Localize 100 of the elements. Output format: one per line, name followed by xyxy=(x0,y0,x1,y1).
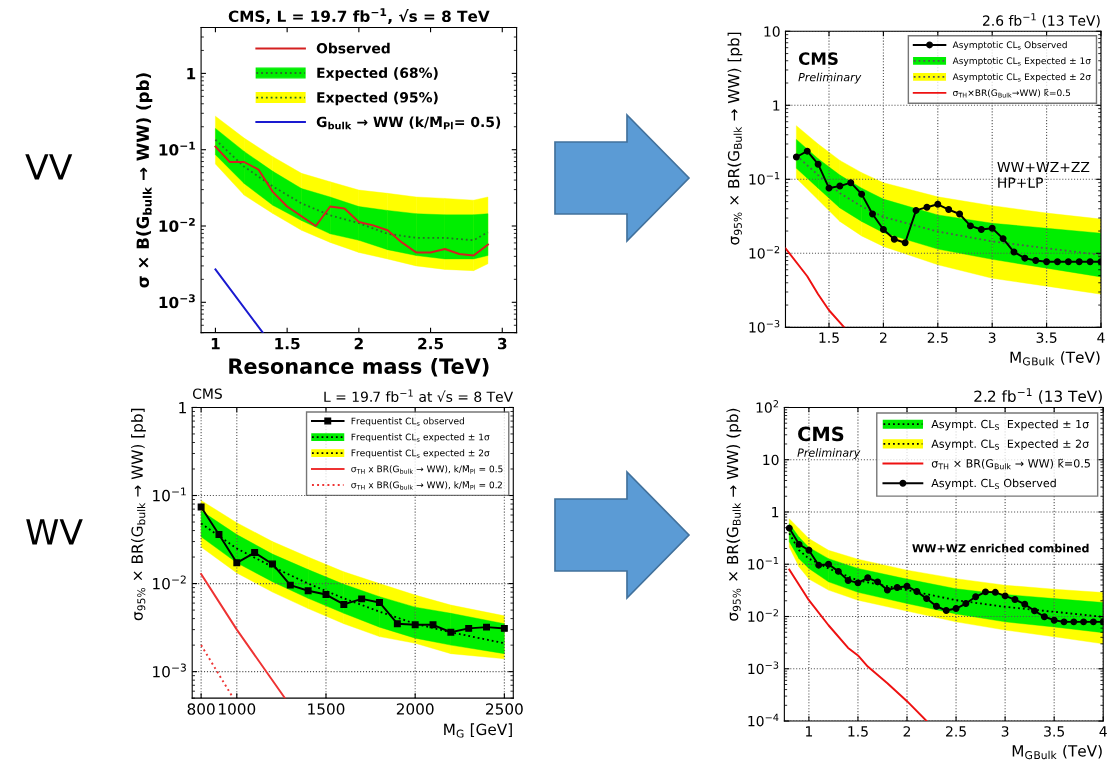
point xyxy=(982,588,989,596)
x-tick-label: 3 xyxy=(1001,726,1009,737)
point xyxy=(1054,258,1061,266)
x-tick-label: 2 xyxy=(354,337,363,350)
point xyxy=(962,600,970,608)
point xyxy=(1032,257,1040,264)
point xyxy=(923,203,931,211)
x-tick-label: 1 xyxy=(211,338,220,350)
point xyxy=(1011,596,1019,604)
x-tick-label: 2.5 xyxy=(946,726,966,737)
chart-title: 2.2 fb$^{−1}$ (13 TeV) xyxy=(974,388,1102,404)
x-tick-label: 800 xyxy=(187,703,215,715)
y-tick-label: 10 xyxy=(764,26,780,37)
x-tick-label: 1 xyxy=(806,726,813,737)
point xyxy=(304,587,312,595)
point xyxy=(792,153,800,161)
point xyxy=(972,593,980,601)
y-tick-label: 1 xyxy=(179,402,186,414)
point xyxy=(903,582,911,590)
line-series xyxy=(785,247,846,328)
x-tick-label: 1.5 xyxy=(848,726,868,737)
point xyxy=(836,182,844,190)
y-tick-label: 1 xyxy=(773,100,780,111)
x-tick-label: 2.5 xyxy=(927,332,948,343)
y-axis-title: σ$_{95%}$ × BR(G$_{Bulk}$ → WW) (pb) xyxy=(726,408,742,621)
point xyxy=(411,621,419,629)
y-tick-label: 10 xyxy=(763,454,779,466)
point xyxy=(197,503,205,511)
y-tick-label: 10$^{−1}$ xyxy=(159,141,195,156)
y-tick-label: 1 xyxy=(187,68,196,80)
point xyxy=(1064,258,1072,266)
point xyxy=(215,531,223,539)
legend-label: σ$_{TH}$ x BR(G$_{bulk}$ → WW), k/M̄$_{Pl}$ = 0.5 xyxy=(351,465,503,474)
point xyxy=(854,579,862,587)
y-tick-label: 10$^{−2}$ xyxy=(159,217,195,232)
point xyxy=(991,588,999,596)
point xyxy=(912,206,920,214)
point xyxy=(844,576,852,584)
point xyxy=(483,623,490,631)
point xyxy=(268,560,276,568)
point xyxy=(500,624,508,632)
line-series xyxy=(788,568,928,722)
point xyxy=(923,595,931,603)
text: CMS xyxy=(192,388,222,399)
x-tick-label: 4 xyxy=(1099,726,1107,737)
y-tick-label: 10$^{−1}$ xyxy=(749,172,780,185)
point xyxy=(893,583,901,591)
line-series xyxy=(200,573,286,699)
x-tick-label: 1.5 xyxy=(819,332,839,343)
point xyxy=(890,235,898,243)
point xyxy=(956,210,964,218)
point xyxy=(1043,258,1051,266)
point xyxy=(358,595,366,603)
point xyxy=(1040,613,1048,621)
x-axis-title: M$_{GBulk}$ (TeV) xyxy=(1010,351,1100,366)
point xyxy=(1001,592,1009,600)
chart-title: CMS, L = 19.7 fb$^{−1}$, √s = 8 TeV xyxy=(228,8,490,24)
y-tick-label: 10$^{−2}$ xyxy=(748,609,779,622)
x-tick-label: 3 xyxy=(497,337,507,350)
legend-label: Asymptotic CL$_{s}$ Observed xyxy=(952,41,1067,50)
point xyxy=(429,621,437,629)
legend-label: Frequentist CL$_{s}$ expected ± 1σ xyxy=(351,433,490,443)
legend-label: Expected (68%) xyxy=(317,67,438,81)
line-series xyxy=(214,145,489,257)
point xyxy=(1070,618,1078,626)
point xyxy=(901,239,909,247)
annotation: CMS xyxy=(798,426,844,442)
point xyxy=(1050,616,1058,624)
point xyxy=(942,607,950,615)
legend-label: σ$_{TH}$×BR(G$_{Bulk}$→WW) k̃=0.5 xyxy=(953,88,1071,98)
point xyxy=(869,210,876,218)
point xyxy=(233,559,241,567)
annotation: WW+WZ+ZZ HP+LP xyxy=(997,161,1090,188)
point xyxy=(286,581,294,589)
point xyxy=(340,600,348,608)
point xyxy=(858,190,866,198)
y-tick-label: 10$^{−3}$ xyxy=(159,294,195,309)
point xyxy=(934,200,942,208)
annotation: WW+WZ enriched combined xyxy=(912,543,1089,553)
legend-label: Asymptotic CL$_{s}$ Expected ± 2σ xyxy=(952,73,1091,82)
point xyxy=(815,561,823,569)
legend-label: Asympt. CL$_{S}$ Observed xyxy=(931,478,1056,490)
y-tick-label: 1 xyxy=(772,507,779,518)
point xyxy=(847,179,855,187)
x-tick-label: 1500 xyxy=(308,703,345,715)
x-tick-label: 4 xyxy=(1097,332,1105,343)
point xyxy=(251,549,259,557)
legend-label: Asympt. CL$_{S}$ Expected ± 2σ xyxy=(931,439,1089,451)
y-tick-label: 10$^{−1}$ xyxy=(748,557,779,570)
y-tick-label: 10$^{−3}$ xyxy=(749,319,780,333)
x-tick-label: 2000 xyxy=(396,703,434,715)
point xyxy=(1031,607,1039,615)
legend-label: Asympt. CL$_{S}$ Expected ± 1σ xyxy=(931,419,1089,431)
point xyxy=(465,624,473,632)
chart-title: L = 19.7 fb$^{−1}$ at √s = 8 TeV xyxy=(324,389,514,403)
point xyxy=(883,586,891,594)
y-axis-title: σ × B(G$_{bulk}$ → WW) (pb) xyxy=(136,73,153,288)
y-tick-label: 10$^{2}$ xyxy=(756,400,779,413)
point xyxy=(1060,618,1068,626)
point xyxy=(1021,254,1029,262)
